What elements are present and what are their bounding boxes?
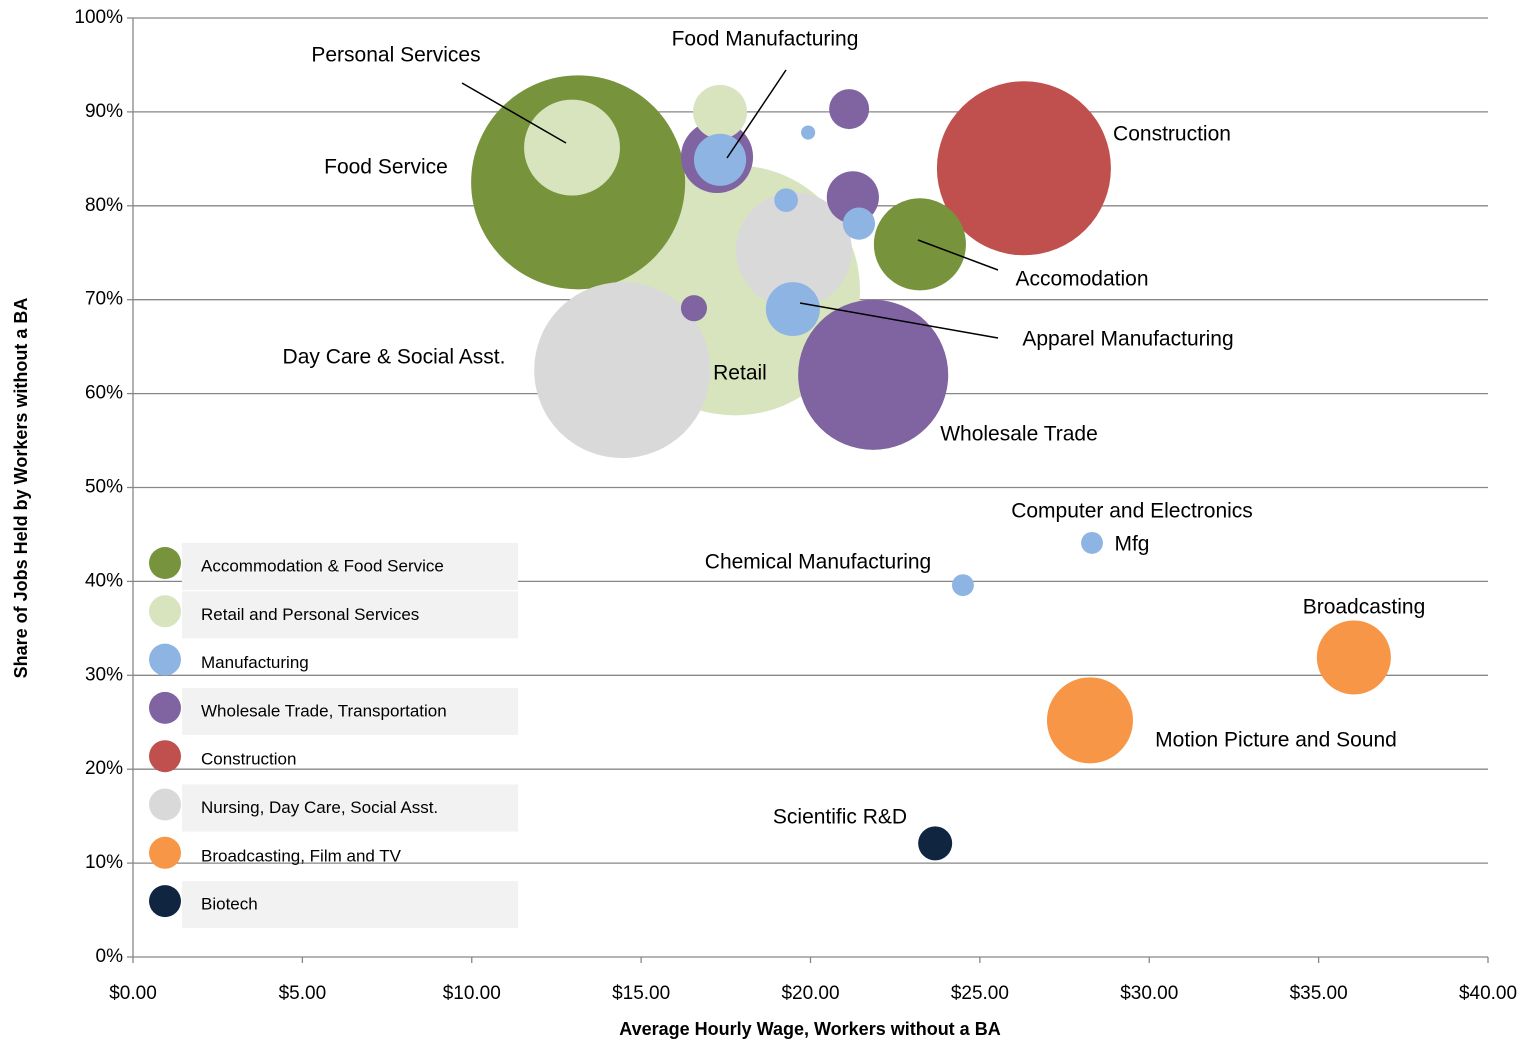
bubble (1316, 620, 1391, 695)
legend-label: Broadcasting, Film and TV (201, 846, 402, 865)
y-tick-label: 60% (85, 383, 123, 404)
legend-marker (149, 836, 181, 869)
bubble (1081, 531, 1103, 554)
bubble (829, 89, 870, 130)
bubble (798, 299, 949, 450)
annotation: Food Service (324, 156, 448, 179)
legend-marker (149, 643, 181, 676)
annotation: Computer and Electronics (1011, 500, 1253, 523)
legend-background (182, 687, 518, 735)
bubble (936, 81, 1111, 256)
y-tick-label: 90% (85, 101, 123, 122)
bubble (534, 282, 711, 459)
y-tick-label: 50% (85, 477, 123, 498)
legend-marker (149, 885, 181, 918)
annotation: Food Manufacturing (672, 28, 859, 51)
annotation: Apparel Manufacturing (1022, 328, 1233, 351)
annotation: Wholesale Trade (940, 423, 1098, 446)
x-tick-label: $10.00 (443, 983, 501, 1004)
x-tick-label: $40.00 (1459, 983, 1517, 1004)
x-tick-label: $25.00 (951, 983, 1009, 1004)
bubble (774, 188, 798, 212)
x-axis-title: Average Hourly Wage, Workers without a B… (619, 1019, 1000, 1039)
leader-line (726, 69, 787, 159)
bubble (680, 295, 708, 322)
legend-background (182, 591, 518, 639)
y-tick-label: 30% (85, 664, 123, 685)
bubble (918, 826, 953, 861)
y-tick-label: 10% (85, 852, 123, 873)
y-tick-label: 80% (85, 195, 123, 216)
legend-label: Manufacturing (201, 653, 309, 672)
legend-marker (149, 740, 181, 773)
y-tick-label: 40% (85, 570, 123, 591)
bubble (765, 282, 820, 337)
annotation: Retail (713, 362, 767, 385)
y-tick-label: 0% (96, 946, 124, 967)
annotation: Accomodation (1015, 268, 1148, 291)
annotation: Construction (1113, 123, 1231, 146)
bubble (951, 574, 974, 597)
x-tick-label: $30.00 (1120, 983, 1178, 1004)
legend-background (182, 784, 518, 832)
x-tick-label: $20.00 (781, 983, 839, 1004)
legend-marker (149, 788, 181, 821)
annotation: Personal Services (311, 44, 480, 67)
legend-label: Retail and Personal Services (201, 605, 419, 624)
x-tick-label: $15.00 (612, 983, 670, 1004)
legend-marker (149, 595, 181, 628)
x-tick-label: $35.00 (1290, 983, 1348, 1004)
legend-marker (149, 547, 181, 579)
annotation: Chemical Manufacturing (705, 551, 931, 574)
y-tick-label: 100% (74, 7, 123, 28)
y-tick-label: 20% (85, 758, 123, 779)
bubble (735, 191, 852, 308)
annotation: Day Care & Social Asst. (283, 346, 506, 369)
x-tick-label: $5.00 (279, 983, 327, 1004)
bubble (1046, 677, 1133, 764)
bubbles (471, 75, 1391, 861)
legend-label: Accommodation & Food Service (201, 556, 444, 575)
legend-label: Biotech (201, 895, 258, 914)
annotation: Broadcasting (1303, 596, 1426, 619)
legend-label: Construction (201, 750, 296, 769)
legend-marker (149, 691, 181, 724)
bubble (693, 84, 748, 139)
bubble (873, 198, 966, 291)
bubble (801, 125, 816, 140)
legend-background (182, 881, 518, 929)
legend-label: Wholesale Trade, Transportation (201, 701, 447, 720)
legend-background (182, 543, 518, 590)
y-tick-label: 70% (85, 289, 123, 310)
annotation: Motion Picture and Sound (1155, 729, 1397, 752)
x-tick-label: $0.00 (109, 983, 157, 1004)
bubble (842, 207, 876, 240)
y-axis-title: Share of Jobs Held by Workers without a … (11, 298, 31, 679)
bubble (693, 133, 747, 186)
leader-line (917, 239, 999, 271)
annotation: Scientific R&D (773, 806, 907, 829)
leader-line (799, 302, 999, 339)
legend: Accommodation & Food Service Retail and P… (149, 543, 518, 929)
leader-line (461, 82, 567, 144)
bubble (524, 99, 620, 196)
legend-label: Nursing, Day Care, Social Asst. (201, 798, 438, 817)
annotation: Mfg (1114, 533, 1149, 556)
